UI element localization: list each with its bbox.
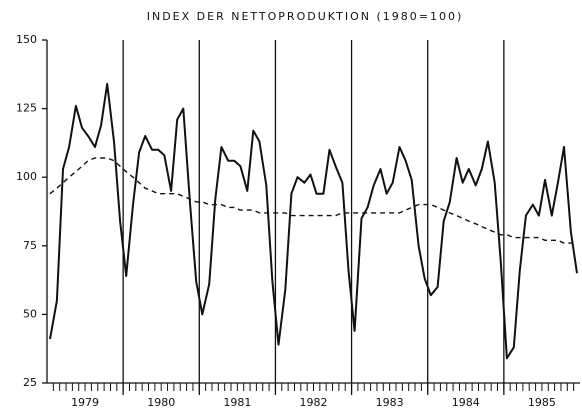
y-tick-label: 150 — [16, 33, 37, 46]
x-tick-label: 1984 — [452, 396, 480, 409]
y-tick-label: 125 — [16, 102, 37, 115]
y-tick-label: 25 — [23, 376, 37, 389]
y-tick-label: 75 — [23, 239, 37, 252]
trend-line — [49, 157, 577, 244]
y-tick-label: 100 — [16, 170, 37, 183]
x-tick-label: 1985 — [528, 396, 556, 409]
x-tick-label: 1982 — [300, 396, 328, 409]
y-tick-label: 50 — [23, 307, 37, 320]
chart-title: INDEX DER NETTOPRODUKTION (1980=100) — [147, 10, 464, 23]
x-tick-label: 1981 — [223, 396, 251, 409]
x-tick-label: 1980 — [147, 396, 175, 409]
data-line — [49, 82, 578, 360]
x-tick-label: 1983 — [376, 396, 404, 409]
x-tick-label: 1979 — [71, 396, 99, 409]
